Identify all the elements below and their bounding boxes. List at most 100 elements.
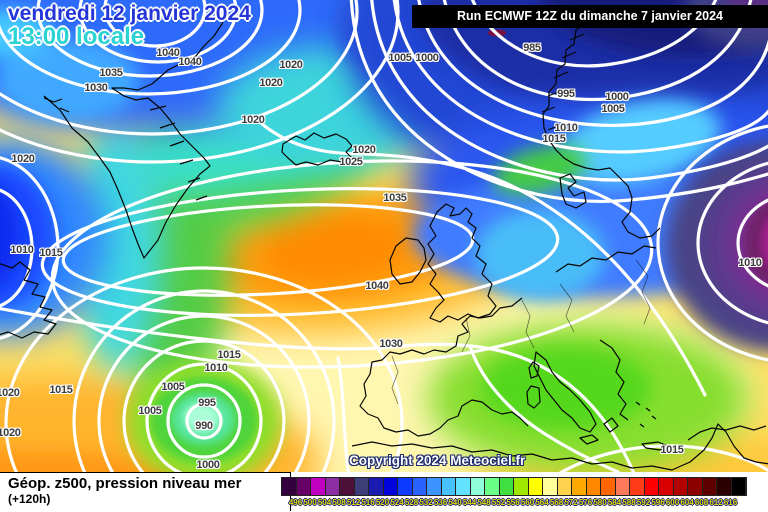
pressure-label: 995 [557,88,575,100]
colorbar-value: 548 [477,498,491,507]
pressure-label: 1015 [660,444,684,456]
colorbar-value: 504 [317,498,332,507]
colorbar-swatch [412,478,426,495]
colorbar: 496 500 504 508 512 516 520 524 528 532 536 540 544 5… [281,477,747,511]
colorbar-value: 564 [535,498,549,507]
colorbar-value: 600 [665,498,680,507]
colorbar-swatch [586,478,600,495]
pressure-label: 1020 [241,114,265,126]
colorbar-swatch [731,478,745,495]
colorbar-value: 544 [462,498,477,507]
colorbar-value: 528 [404,498,419,507]
colorbar-swatch [543,478,557,495]
colorbar-swatch [282,478,296,495]
legend-title: Géop. z500, pression niveau mer [8,475,242,492]
pressure-label: 1020 [11,153,35,165]
colorbar-value: 524 [390,498,404,507]
colorbar-value: 532 [419,498,433,507]
pressure-label: 1000 [196,459,220,471]
colorbar-value: 568 [549,498,564,507]
pressure-label: 990 [195,420,213,432]
map-area: 1040 1040 1035 1030 1020 1020 1020 1020 1005 1000… [0,0,768,472]
forecast-datetime: vendredi 12 janvier 2024 13:00 locale [8,3,251,50]
pressure-label: 1040 [178,56,202,68]
colorbar-swatch [485,478,499,495]
pressure-label: 1040 [365,280,389,292]
colorbar-swatch [557,478,571,495]
bottom-bar: Géop. z500, pression niveau mer (+120h) … [0,472,768,512]
colorbar-swatch [441,478,455,495]
colorbar-value: 576 [578,498,593,507]
colorbar-value: 540 [448,498,462,507]
run-info-box: Run ECMWF 12Z du dimanche 7 janvier 2024 [412,5,768,28]
pressure-label: 1010 [738,257,762,269]
colorbar-value: 508 [332,498,346,507]
pressure-label: 1020 [0,427,21,439]
pressure-label: 1020 [279,59,303,71]
colorbar-value: 552 [491,498,506,507]
pressure-label: 1005 [601,103,625,115]
colorbar-swatch [702,478,716,495]
colorbar-swatch [325,478,339,495]
colorbar-value: 516 [361,498,375,507]
pressure-label: 1015 [39,247,63,259]
colorbar-value: 580 [593,498,607,507]
colorbar-swatch [659,478,673,495]
colorbar-swatch [398,478,412,495]
colorbar-swatch [296,478,310,495]
pressure-label: 1005 [138,405,162,417]
colorbar-value: 596 [651,498,665,507]
pressure-label: 1015 [542,133,566,145]
pressure-label: 1035 [383,192,407,204]
colorbar-value: 536 [433,498,448,507]
colorbar-swatch [717,478,731,495]
colorbar-value: 520 [375,498,390,507]
pressure-label: 985 [523,42,541,54]
colorbar-value: 572 [564,498,578,507]
colorbar-value: 592 [636,498,651,507]
coastlines [0,7,768,471]
colorbar-swatch [630,478,644,495]
colorbar-swatch [615,478,629,495]
colorbar-swatch [528,478,542,495]
colorbar-value: 616 [723,498,738,507]
pressure-label: 1005 [161,381,185,393]
colorbar-value: 496 [288,498,303,507]
pressure-label: 1015 [217,349,241,361]
pressure-label: 1040 [156,47,180,59]
pressure-label: 1000 [605,91,629,103]
colorbar-swatch [369,478,383,495]
forecast-time: 13:00 locale [8,23,145,51]
pressure-label: 1030 [84,82,108,94]
colorbar-value: 612 [709,498,723,507]
pressure-label: 1035 [99,67,123,79]
country-borders [391,259,651,405]
colorbar-swatch [499,478,513,495]
pressure-label: 995 [198,397,216,409]
colorbar-value: 604 [680,498,694,507]
pressure-label: 1015 [49,384,73,396]
colorbar-swatch [340,478,354,495]
colorbar-swatch [572,478,586,495]
pressure-label: 1020 [259,77,283,89]
colorbar-swatch [470,478,484,495]
colorbar-value: 500 [303,498,317,507]
colorbar-swatch [383,478,397,495]
colorbar-swatch [311,478,325,495]
legend-leadtime: (+120h) [8,492,51,506]
colorbar-swatch [688,478,702,495]
pressure-label: 1030 [379,338,403,350]
copyright-text: Copyright 2024 Meteociel.fr [349,453,526,468]
colorbar-value: 584 [607,498,622,507]
pressure-label: 1025 [339,156,363,168]
colorbar-swatches [281,477,747,496]
pressure-label: 1020 [352,144,376,156]
pressure-label: 1010 [10,244,34,256]
colorbar-swatch [673,478,687,495]
colorbar-value: 560 [520,498,535,507]
pressure-label: 1020 [0,387,20,399]
colorbar-swatch [601,478,615,495]
colorbar-value: 588 [622,498,636,507]
colorbar-swatch [456,478,470,495]
